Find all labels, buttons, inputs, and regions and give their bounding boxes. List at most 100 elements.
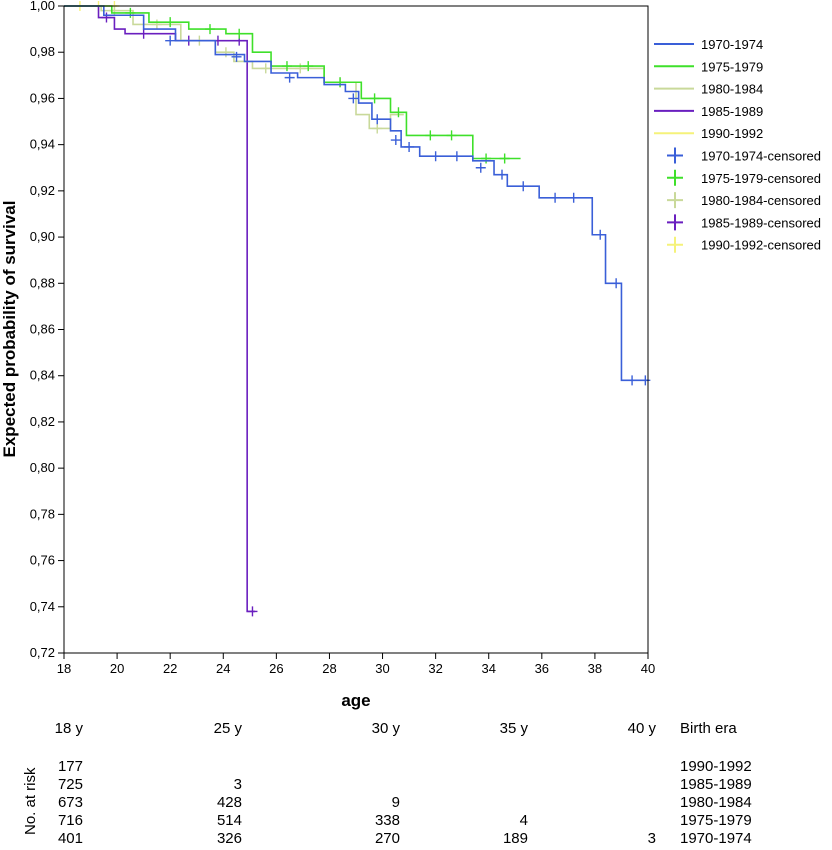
legend-swatch-cross	[667, 214, 683, 231]
censor-mark	[430, 151, 441, 162]
risk-count: 177	[57, 758, 83, 775]
risk-row-era: 1970-1974	[680, 830, 752, 847]
y-tick-label: 0,72	[30, 645, 55, 660]
censor-mark	[234, 28, 245, 39]
x-tick-label: 24	[216, 661, 230, 676]
risk-count: 725	[57, 776, 83, 793]
legend: 1970-1974 1975-1979 1980-1984 1985-1989 1990…	[654, 37, 821, 253]
censor-mark	[446, 130, 457, 141]
risk-time-header: 35 y	[499, 720, 528, 737]
legend-label: 1970-1974	[701, 37, 763, 52]
risk-count: 514	[216, 812, 242, 829]
y-tick-label: 0,74	[30, 599, 55, 614]
censor-mark	[611, 278, 622, 289]
censor-mark	[348, 93, 359, 104]
risk-count: 401	[57, 830, 83, 847]
y-tick-label: 0,94	[30, 137, 55, 152]
censor-mark	[369, 93, 380, 104]
censor-mark	[568, 192, 579, 203]
censor-mark	[165, 35, 176, 46]
censor-mark	[281, 61, 292, 72]
x-tick-label: 26	[269, 661, 283, 676]
legend-swatch-cross	[667, 192, 683, 209]
censor-mark	[303, 61, 314, 72]
x-tick-label: 34	[481, 661, 495, 676]
legend-label: 1970-1974-censored	[701, 149, 821, 164]
risk-count: 189	[502, 830, 528, 847]
risk-row-era: 1985-1989	[680, 776, 752, 793]
censor-mark	[165, 17, 176, 28]
y-tick-label: 0,80	[30, 460, 55, 475]
censor-mark	[335, 77, 346, 88]
censor-mark	[481, 153, 492, 164]
censor-mark	[220, 47, 231, 58]
risk-time-header: 25 y	[213, 720, 242, 737]
censor-mark	[425, 130, 436, 141]
risk-era-header: Birth era	[680, 720, 737, 737]
censor-mark	[640, 375, 651, 386]
censor-mark	[404, 141, 415, 152]
risk-time-header: 40 y	[627, 720, 656, 737]
legend-label: 1985-1989	[701, 104, 763, 119]
y-tick-label: 0,88	[30, 275, 55, 290]
risk-row-era: 1980-1984	[680, 794, 752, 811]
risk-count: 9	[391, 794, 400, 811]
risk-row-era: 1975-1979	[680, 812, 752, 829]
censor-mark	[595, 229, 606, 240]
censor-mark	[451, 151, 462, 162]
x-tick-label: 22	[163, 661, 177, 676]
censor-mark	[295, 63, 306, 74]
censor-mark	[125, 7, 136, 18]
legend-label: 1980-1984-censored	[701, 193, 821, 208]
censor-mark	[101, 12, 112, 23]
legend-swatch-cross	[667, 169, 683, 186]
y-tick-label: 0,90	[30, 229, 55, 244]
censor-mark	[627, 375, 638, 386]
censor-mark	[497, 169, 507, 180]
censor-mark	[109, 5, 120, 16]
censor-mark	[372, 123, 383, 134]
legend-swatch-cross	[667, 147, 683, 164]
censor-mark	[393, 107, 404, 118]
censor-mark	[475, 162, 486, 173]
risk-count: 338	[374, 812, 400, 829]
x-axis-title: age	[341, 691, 370, 710]
risk-count: 673	[57, 794, 83, 811]
survival-chart: 18 20 22 24 26 28 30 32 34 36 38 40 1,00 0,98 0,96 0,9…	[0, 0, 821, 710]
y-tick-label: 0,82	[30, 414, 55, 429]
series-line-1980-1984	[64, 5, 404, 130]
censor-mark	[247, 606, 258, 617]
risk-count: 716	[57, 812, 83, 829]
y-axis: 1,00 0,98 0,96 0,94 0,92 0,90 0,88 0,86 0,84 0,82…	[30, 0, 64, 660]
series-line-1975-1979	[64, 5, 521, 160]
legend-label: 1990-1992	[701, 126, 763, 141]
x-tick-label: 38	[588, 661, 602, 676]
legend-label: 1975-1979	[701, 59, 763, 74]
risk-count: 270	[374, 830, 400, 847]
x-tick-label: 30	[375, 661, 389, 676]
censor-mark	[138, 28, 149, 39]
x-tick-label: 28	[322, 661, 336, 676]
risk-table: 18 y 25 y 30 y 35 y 40 y Birth era 177 1990-199…	[0, 712, 832, 850]
censor-mark	[372, 114, 383, 125]
risk-time-header: 18 y	[54, 720, 83, 737]
risk-table-ylabel: No. at risk	[22, 767, 39, 835]
y-tick-label: 0,78	[30, 506, 55, 521]
legend-swatch-cross	[667, 236, 683, 253]
y-tick-label: 0,86	[30, 322, 55, 337]
y-tick-label: 1,00	[30, 0, 55, 13]
legend-label: 1980-1984	[701, 82, 763, 97]
risk-count: 3	[233, 776, 242, 793]
x-tick-label: 40	[641, 661, 655, 676]
y-axis-title: Expected probability of survival	[0, 201, 19, 458]
x-tick-label: 32	[428, 661, 442, 676]
legend-label: 1975-1979-censored	[701, 171, 821, 186]
risk-count: 3	[647, 830, 656, 847]
x-axis: 18 20 22 24 26 28 30 32 34 36 38 40	[57, 653, 655, 676]
legend-label: 1985-1989-censored	[701, 215, 821, 230]
x-tick-label: 18	[57, 661, 71, 676]
censor-mark	[550, 192, 561, 203]
censor-mark	[231, 51, 242, 62]
censor-mark	[390, 135, 401, 146]
censor-mark	[284, 72, 295, 83]
